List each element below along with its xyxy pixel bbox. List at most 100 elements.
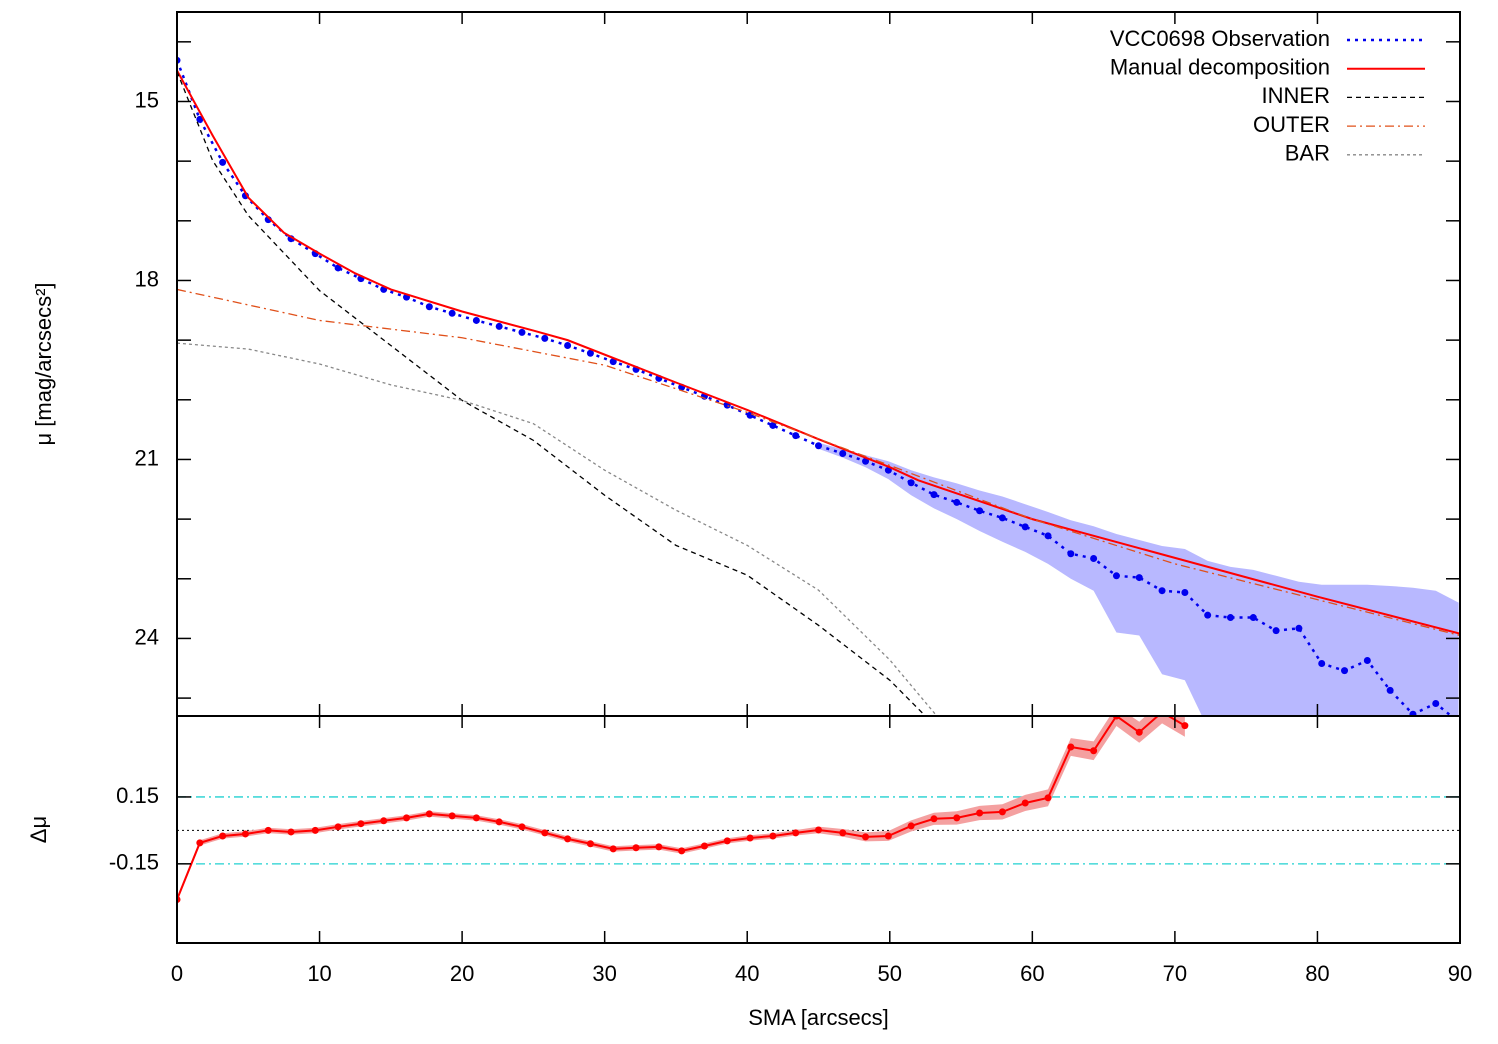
data-point [518,328,526,336]
data-point [1386,686,1394,694]
data-point [425,810,433,818]
data-point [884,832,892,840]
data-point [723,837,731,845]
data-point [495,322,503,330]
data-point [862,457,870,465]
data-point [403,814,411,822]
data-point [953,498,961,506]
y-tick-label: 24 [135,624,159,649]
series-line [177,69,1460,635]
data-point [311,826,319,834]
legend-label: VCC0698 Observation [1110,26,1330,51]
data-point [564,342,572,350]
data-point [998,808,1006,816]
data-point [792,432,800,440]
data-point [1341,667,1349,675]
data-point [1159,709,1166,716]
data-point [1204,611,1212,619]
data-point [930,815,938,823]
data-point [1090,747,1098,755]
x-tick-label: 40 [735,961,759,986]
data-point [1455,718,1462,725]
legend-label: Manual decomposition [1110,55,1330,80]
data-point [1135,574,1143,582]
data-point [792,829,800,837]
data-point [655,843,663,851]
data-point [1044,532,1052,540]
data-point [815,826,822,834]
data-point [1044,794,1052,802]
legend-label: BAR [1285,141,1330,166]
data-point [541,334,549,342]
error-band [177,716,1185,903]
data-point [998,514,1006,522]
x-tick-label: 60 [1020,961,1044,986]
data-point [678,847,686,855]
x-tick-label: 30 [592,961,616,986]
data-point [196,839,204,847]
data-point [1067,743,1075,751]
y-tick-label: 0.15 [116,783,159,808]
data-point [1067,550,1075,558]
data-point [334,823,342,831]
data-point [632,844,640,852]
data-point [746,834,754,842]
data-point [196,115,204,123]
series-line [177,288,1460,637]
data-point [1226,614,1234,622]
data-point [380,817,388,825]
data-point [472,316,480,324]
y-axis-label: Δμ [26,816,51,843]
x-tick-label: 80 [1305,961,1329,986]
x-tick-label: 90 [1448,961,1472,986]
data-point [1363,657,1371,665]
series-line [177,342,938,716]
x-tick-label: 10 [307,961,331,986]
data-point [1272,627,1280,635]
data-point [815,442,822,450]
legend-label: INNER [1262,83,1330,108]
data-point [953,814,961,822]
x-tick-label: 0 [171,961,183,986]
legend-label: OUTER [1253,112,1330,137]
data-point [769,832,777,840]
data-point [1432,699,1440,707]
y-tick-label: -0.15 [109,850,159,875]
data-point [1181,589,1189,597]
y-axis-label: μ [mag/arcsecs²] [31,282,56,445]
data-point [1021,523,1029,531]
data-point [839,829,847,837]
series-line [177,71,927,716]
x-tick-label: 20 [450,961,474,986]
data-point [219,832,227,840]
data-point [862,833,870,841]
data-point [1181,722,1189,730]
plot-frame [176,715,1461,944]
data-point [700,842,708,850]
y-tick-label: 21 [135,445,159,470]
data-point [495,818,503,826]
data-point [564,835,572,843]
residual-plot [177,709,1460,904]
data-point [930,491,938,499]
y-tick-label: 15 [135,87,159,112]
x-tick-label: 50 [878,961,902,986]
data-point [586,840,594,848]
data-point [1135,728,1143,736]
data-point [264,826,272,834]
data-point [976,507,984,515]
data-point [1021,799,1029,807]
data-point [976,809,984,817]
data-point [357,820,365,828]
y-tick-label: 18 [135,266,159,291]
x-axis-label: SMA [arcsecs] [748,1005,889,1030]
data-point [287,828,295,836]
data-point [769,421,777,429]
data-point [219,158,227,166]
axes: 15 18 21 24 μ [mag/arcsecs²] VCC0698 Observat… [26,11,1472,1030]
data-point [448,812,456,820]
x-tick-label: 70 [1163,961,1187,986]
data-point [839,449,847,457]
data-point [472,814,480,822]
